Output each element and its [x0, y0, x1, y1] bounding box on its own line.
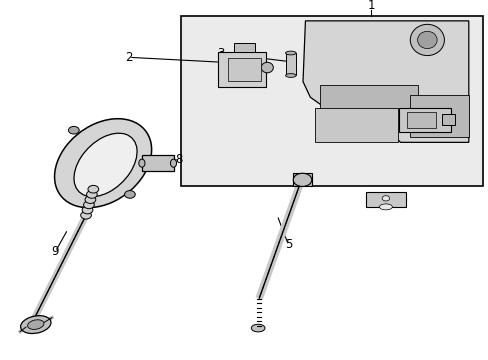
Text: 9: 9 — [51, 245, 59, 258]
Ellipse shape — [88, 185, 99, 193]
Text: 8: 8 — [175, 153, 183, 166]
Bar — [409, 95, 468, 137]
Ellipse shape — [68, 126, 79, 134]
Ellipse shape — [285, 74, 295, 77]
Text: 4: 4 — [404, 110, 411, 123]
Bar — [315, 108, 397, 142]
Ellipse shape — [382, 196, 389, 201]
Text: 5: 5 — [284, 238, 291, 251]
Ellipse shape — [86, 190, 97, 198]
Ellipse shape — [55, 119, 151, 208]
Text: 1: 1 — [367, 0, 374, 13]
Ellipse shape — [379, 204, 391, 210]
Ellipse shape — [409, 24, 444, 55]
Ellipse shape — [293, 173, 311, 186]
Ellipse shape — [27, 320, 44, 329]
Text: 7: 7 — [121, 163, 128, 176]
Bar — [365, 192, 406, 207]
Polygon shape — [303, 21, 468, 142]
Ellipse shape — [85, 196, 96, 203]
Ellipse shape — [139, 159, 144, 167]
Ellipse shape — [81, 211, 91, 219]
Bar — [320, 85, 417, 109]
Ellipse shape — [124, 190, 135, 198]
Ellipse shape — [285, 51, 295, 55]
Bar — [142, 155, 173, 171]
Ellipse shape — [170, 159, 176, 167]
Ellipse shape — [417, 31, 436, 49]
Bar — [285, 53, 295, 76]
Ellipse shape — [74, 133, 137, 197]
Bar — [217, 52, 265, 87]
Bar — [233, 43, 255, 52]
Bar — [228, 58, 260, 81]
Text: 6: 6 — [397, 193, 405, 206]
Bar — [407, 112, 435, 127]
Text: 2: 2 — [125, 51, 132, 64]
Bar — [181, 15, 483, 186]
Text: 3: 3 — [217, 47, 224, 60]
Bar — [398, 108, 450, 131]
Ellipse shape — [82, 206, 93, 214]
Ellipse shape — [251, 324, 264, 332]
Bar — [293, 173, 311, 186]
Bar — [442, 114, 454, 125]
Ellipse shape — [83, 201, 94, 209]
Bar — [320, 109, 387, 132]
Ellipse shape — [20, 316, 51, 333]
Ellipse shape — [261, 62, 273, 73]
